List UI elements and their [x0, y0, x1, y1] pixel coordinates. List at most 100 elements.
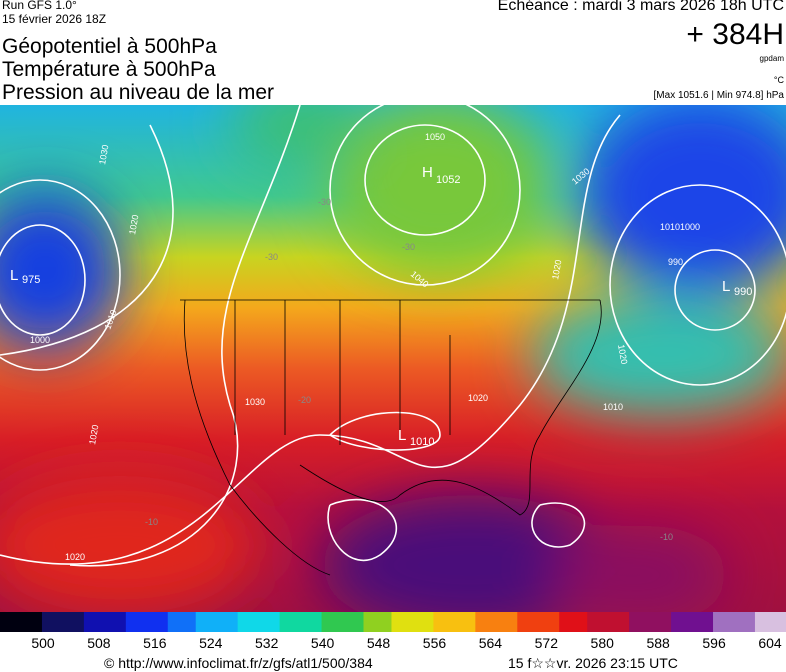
colorbar-label: 548: [367, 635, 391, 651]
colorbar-label: 596: [702, 635, 726, 651]
swatch: [377, 612, 392, 632]
lead-time: + 384H: [686, 18, 784, 51]
borders: [180, 299, 602, 576]
forecast: Echéance : mardi 3 mars 2026 18h UTC: [497, 0, 784, 14]
run-date: 15 février 2026 18Z: [2, 12, 107, 26]
temp-labels: -30 -30 -30 -10 -10 -20: [145, 197, 673, 542]
swatch: [223, 612, 239, 632]
isobar-label: 1020: [616, 344, 629, 365]
swatch: [335, 612, 351, 632]
center-value: 975: [22, 274, 40, 286]
isobar-label: 1010: [660, 222, 680, 232]
swatch: [125, 612, 141, 632]
swatch: [601, 612, 616, 632]
isobar-label: 1010: [603, 402, 623, 412]
swatch: [699, 612, 714, 632]
low-symbol: L: [722, 278, 730, 295]
high-symbol: H: [422, 164, 433, 181]
temp-label: -20: [298, 395, 311, 405]
swatch: [153, 612, 169, 632]
swatch: [83, 612, 99, 632]
temp-label: -30: [265, 252, 278, 262]
low-symbol: L: [10, 267, 18, 284]
swatch: [181, 612, 197, 632]
swatch: [405, 612, 420, 632]
swatch: [41, 612, 57, 632]
swatch: [768, 612, 784, 632]
isobar-label: 1050: [425, 132, 445, 142]
title: Pression au niveau de la mer: [2, 81, 274, 104]
swatch: [475, 612, 490, 632]
colorbar-label: 508: [87, 635, 111, 651]
colorbar-label: 500: [31, 635, 55, 651]
swatch: [27, 612, 43, 632]
swatch: [461, 612, 476, 632]
title: Géopotentiel à 500hPa: [2, 35, 217, 58]
swatch: [279, 612, 295, 632]
swatch: [447, 612, 462, 632]
isobar-label: 990: [668, 257, 683, 267]
swatch: [615, 612, 630, 632]
colorbar-label: 540: [311, 635, 335, 651]
swatch: [97, 612, 113, 632]
swatch: [754, 612, 770, 632]
swatch: [293, 612, 309, 632]
swatch: [307, 612, 323, 632]
swatch: [0, 612, 15, 632]
pressure-range: [Max 1051.6 | Min 974.8] hPa: [653, 90, 784, 101]
swatch: [363, 612, 378, 632]
swatch: [573, 612, 588, 632]
map: L 975 H 1052 L 990 L 1010 1030 1020 1000…: [0, 105, 786, 612]
colorbar-label: 572: [535, 635, 559, 651]
swatch: [55, 612, 71, 632]
swatch: [657, 612, 672, 632]
swatch: [265, 612, 281, 632]
run: Run GFS 1.0°: [2, 0, 77, 12]
swatch: [433, 612, 448, 632]
swatch: [419, 612, 434, 632]
swatch: [251, 612, 267, 632]
isobar-label: 1030: [97, 144, 110, 165]
swatch: [740, 612, 756, 632]
swatch: [782, 612, 786, 632]
colorbar: 500 508 516 524 532 540 548 556 564 572 580 588 596 6…: [0, 612, 786, 651]
swatch: [195, 612, 211, 632]
source: © http://www.infoclimat.fr/z/gfs/atl1/50…: [104, 655, 373, 671]
colorbar-label: 556: [423, 635, 447, 651]
isobar-label: 1020: [87, 424, 100, 445]
isobar-label: 1030: [245, 397, 265, 407]
isobar-label: 1000: [680, 222, 700, 232]
swatch: [321, 612, 337, 632]
isobar-label: 1020: [65, 552, 85, 562]
center-value: 1010: [410, 436, 434, 448]
unit-geo: gpdam: [759, 54, 784, 63]
swatch: [559, 612, 574, 632]
swatch: [503, 612, 518, 632]
swatch: [713, 612, 728, 632]
swatch: [517, 612, 532, 632]
title: Température à 500hPa: [2, 58, 216, 81]
swatch: [727, 612, 742, 632]
isobar-label: 1000: [30, 335, 50, 345]
center-value: 990: [734, 286, 752, 298]
colorbar-label: 532: [255, 635, 279, 651]
temp-label: -30: [402, 242, 415, 252]
low-symbol: L: [398, 427, 406, 444]
swatch: [13, 612, 29, 632]
swatch: [587, 612, 602, 632]
colorbar-label: 588: [646, 635, 670, 651]
temp-label: -10: [145, 517, 158, 527]
swatch: [685, 612, 700, 632]
swatch: [69, 612, 85, 632]
field-blobs: [0, 105, 786, 612]
swatch: [629, 612, 644, 632]
temp-label: -30: [318, 197, 331, 207]
colorbar-label: 580: [591, 635, 615, 651]
center-value: 1052: [436, 174, 460, 186]
colorbar-label: 604: [758, 635, 782, 651]
swatch: [391, 612, 406, 632]
swatch: [111, 612, 127, 632]
generated: 15 f☆☆vr. 2026 23:15 UTC: [508, 655, 678, 671]
swatch: [545, 612, 560, 632]
